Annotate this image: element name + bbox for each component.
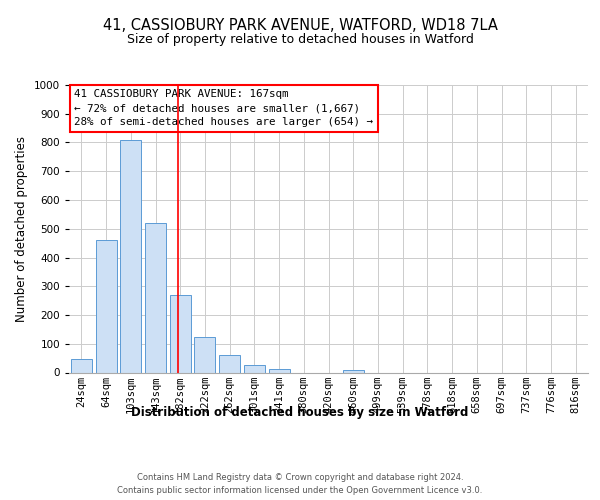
Bar [343, 370, 364, 372]
Bar [120, 140, 141, 372]
Text: 41 CASSIOBURY PARK AVENUE: 167sqm
← 72% of detached houses are smaller (1,667)
2: 41 CASSIOBURY PARK AVENUE: 167sqm ← 72% … [74, 90, 373, 128]
Bar [71, 359, 92, 372]
Y-axis label: Number of detached properties: Number of detached properties [15, 136, 28, 322]
Text: Distribution of detached houses by size in Watford: Distribution of detached houses by size … [131, 406, 469, 419]
Bar [269, 369, 290, 372]
Text: Contains HM Land Registry data © Crown copyright and database right 2024.: Contains HM Land Registry data © Crown c… [137, 472, 463, 482]
Bar [95, 240, 116, 372]
Text: 41, CASSIOBURY PARK AVENUE, WATFORD, WD18 7LA: 41, CASSIOBURY PARK AVENUE, WATFORD, WD1… [103, 18, 497, 32]
Bar [170, 295, 191, 372]
Bar [194, 336, 215, 372]
Bar [219, 355, 240, 372]
Bar [145, 223, 166, 372]
Text: Contains public sector information licensed under the Open Government Licence v3: Contains public sector information licen… [118, 486, 482, 495]
Text: Size of property relative to detached houses in Watford: Size of property relative to detached ho… [127, 32, 473, 46]
Bar [244, 366, 265, 372]
